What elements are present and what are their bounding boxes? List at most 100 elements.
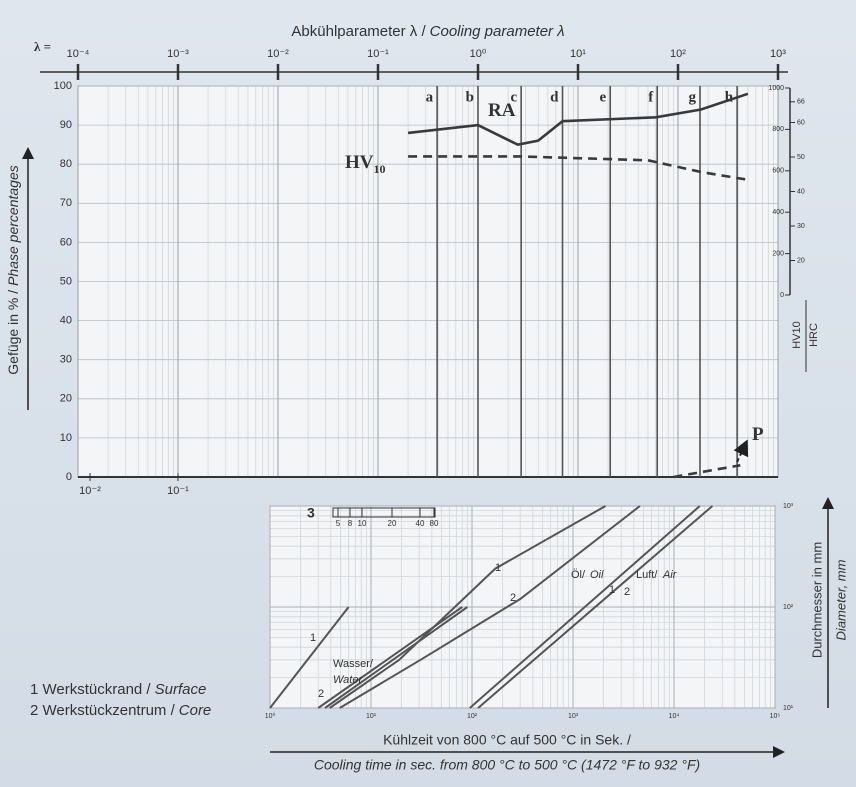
y-axis-title-en: Phase percentages <box>5 165 21 286</box>
marker-label: a <box>426 89 434 105</box>
x-tick-label: 10⁻¹ <box>367 48 389 60</box>
y-tick-label: 10³ <box>783 503 794 510</box>
y-axis-title-de: Gefüge in % / <box>5 290 21 375</box>
x-tick-label: 10² <box>467 713 478 720</box>
curve-label: 2 <box>510 592 516 604</box>
scale-box <box>332 507 436 518</box>
y-tick-label: 80 <box>60 158 72 170</box>
y2-tick-label: 600 <box>772 168 784 175</box>
x-prefix: λ = <box>34 39 51 54</box>
series-name: RA <box>488 100 516 121</box>
scale-tick-label: 8 <box>348 519 353 528</box>
y-tick-label: 60 <box>60 236 72 248</box>
chart-title-de: Abkühlparameter λ / <box>291 23 426 40</box>
y-axis-title: Gefüge in % / Phase percentages <box>5 165 21 374</box>
note-de: 1 Werkstückrand / <box>30 681 151 698</box>
note-de: 2 Werkstückzentrum / <box>30 702 176 719</box>
series-line <box>329 505 606 709</box>
x-tick-label: 10³ <box>568 713 579 720</box>
scale-tick-label: 5 <box>336 519 341 528</box>
series-line <box>673 464 741 479</box>
series-line <box>469 505 701 709</box>
y2-label: HV10 <box>791 321 803 349</box>
y2-tick-label: 0 <box>780 292 784 299</box>
marker-label: c <box>510 89 517 105</box>
note-en: Core <box>179 702 212 719</box>
y3-tick-label: 50 <box>797 154 805 161</box>
scale-tick-label: 20 <box>388 519 397 528</box>
series-name: P <box>752 424 764 445</box>
x-tick-label: 10³ <box>770 48 786 60</box>
note: 2 Werkstückzentrum / Core <box>30 702 211 719</box>
y2-tick-label: 400 <box>772 209 784 216</box>
curve-label: Oil <box>590 569 604 581</box>
x2-tick-label: 10⁻¹ <box>167 485 189 497</box>
series-line <box>477 505 714 709</box>
curve-label: Wasser/ <box>333 658 374 670</box>
y2-tick-label: 1000 <box>768 85 784 92</box>
series-name-text: P <box>752 424 764 445</box>
y3-tick-label: 60 <box>797 119 805 126</box>
note-en: Surface <box>155 681 207 698</box>
y-tick-label: 70 <box>60 197 72 209</box>
y-tick-label: 50 <box>60 275 72 287</box>
curve-label: Luft/ <box>636 569 658 581</box>
marker-label: h <box>725 89 734 105</box>
marker-label: e <box>600 89 607 105</box>
y-tick-label: 40 <box>60 315 72 327</box>
x-tick-label: 10¹ <box>366 713 377 720</box>
x-tick-label: 10⁻² <box>267 48 289 60</box>
marker-label: d <box>550 89 559 105</box>
x-tick-label: 10⁰ <box>265 712 276 720</box>
x-axis-title-en: Cooling time in sec. from 800 °C to 500 … <box>314 757 700 773</box>
marker-label: g <box>689 89 697 105</box>
y3-tick-label: 66 <box>797 99 805 106</box>
p-arrow <box>733 439 749 463</box>
y-tick-label: 10¹ <box>783 705 794 712</box>
y3-tick-label: 20 <box>797 257 805 264</box>
y-tick-label: 10² <box>783 604 794 611</box>
x-tick-label: 10⁰ <box>470 48 487 60</box>
y-axis-title-en: Diameter, mm <box>833 559 848 640</box>
y-tick-label: 20 <box>60 393 72 405</box>
y3-tick-label: 40 <box>797 188 805 195</box>
x2-tick-label: 10⁻² <box>79 485 101 497</box>
curve-label: Air <box>662 569 678 581</box>
curve-label: Öl/ <box>571 569 586 581</box>
curve-label: 1 <box>310 632 316 644</box>
x-tick-label: 10⁴ <box>669 713 680 720</box>
scale-label: 3 <box>307 505 315 521</box>
curve-label: Water <box>333 674 363 686</box>
marker-label: f <box>648 89 654 105</box>
y3-label: HRC <box>808 323 820 347</box>
series-name-sub: 10 <box>374 162 386 176</box>
series-line <box>339 505 641 709</box>
x-tick-label: 10⁻³ <box>167 48 189 60</box>
chart-title: Abkühlparameter λ / Cooling parameter λ <box>291 23 564 40</box>
x-tick-label: 10⁻⁴ <box>67 48 90 60</box>
y-tick-label: 10 <box>60 432 72 444</box>
series-name-text: HV <box>345 152 374 173</box>
curve-label: 2 <box>624 586 630 598</box>
marker-label: b <box>466 89 474 105</box>
y2-tick-label: 800 <box>772 126 784 133</box>
series-line <box>269 606 350 709</box>
series-line <box>324 606 468 709</box>
chart-title-en: Cooling parameter λ <box>430 23 565 40</box>
series-name-text: RA <box>488 100 516 121</box>
series-line <box>407 92 749 147</box>
scale-tick-label: 40 <box>416 519 425 528</box>
y-tick-label: 0 <box>66 471 72 483</box>
scale-tick-label: 80 <box>430 519 439 528</box>
x-tick-label: 10² <box>670 48 686 60</box>
x-axis-title-de: Kühlzeit von 800 °C auf 500 °C in Sek. / <box>383 732 631 748</box>
y-tick-label: 100 <box>54 80 72 92</box>
curve-label: 2 <box>318 688 324 700</box>
y-axis-title-de: Durchmesser in mm <box>809 542 824 658</box>
y-tick-label: 90 <box>60 119 72 131</box>
series-name: HV10 <box>345 152 386 175</box>
y-tick-label: 30 <box>60 354 72 366</box>
y2-tick-label: 200 <box>772 250 784 257</box>
curve-label: 1 <box>609 584 615 596</box>
